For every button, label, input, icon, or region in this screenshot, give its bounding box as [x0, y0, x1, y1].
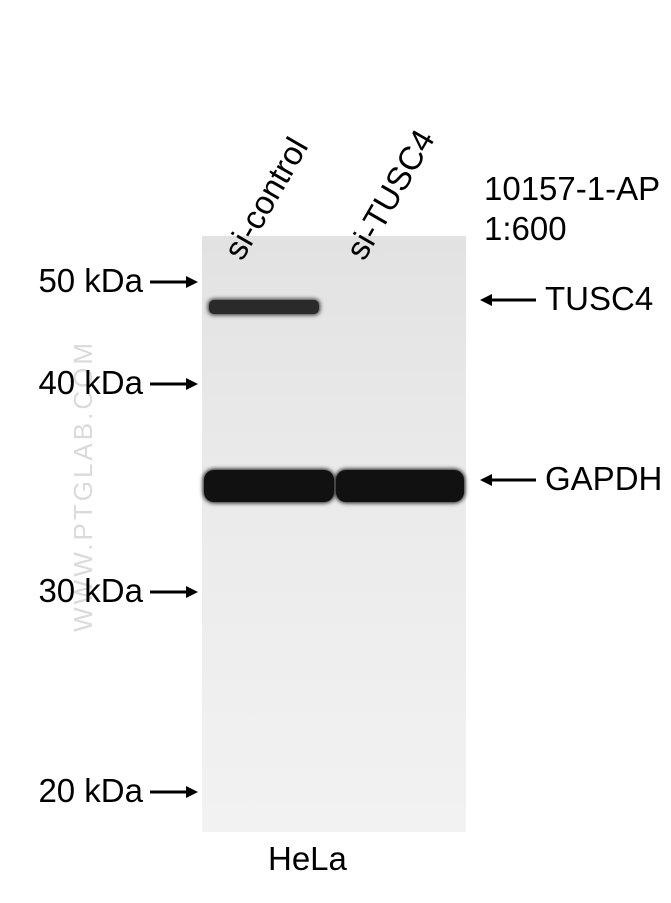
blot-band — [336, 470, 464, 502]
protein-label: TUSC4 — [545, 280, 653, 318]
protein-label: GAPDH — [545, 460, 662, 498]
antibody-catalog-number: 10157-1-AP — [484, 170, 660, 208]
mw-label: 50 kDa — [13, 262, 143, 300]
blot-band — [209, 300, 319, 314]
mw-label: 30 kDa — [13, 572, 143, 610]
mw-label: 40 kDa — [13, 364, 143, 402]
sample-label: HeLa — [268, 840, 347, 878]
figure-container: WWW.PTGLAB.COM si-controlsi-TUSC4 50 kDa… — [0, 0, 671, 903]
blot-membrane — [202, 236, 466, 832]
arrow-right-icon — [150, 582, 198, 602]
arrow-left-icon — [480, 290, 536, 310]
mw-label: 20 kDa — [13, 772, 143, 810]
antibody-dilution: 1:600 — [484, 210, 567, 248]
arrow-left-icon — [480, 470, 536, 490]
arrow-right-icon — [150, 272, 198, 292]
arrow-right-icon — [150, 782, 198, 802]
arrow-right-icon — [150, 374, 198, 394]
blot-band — [204, 470, 334, 502]
